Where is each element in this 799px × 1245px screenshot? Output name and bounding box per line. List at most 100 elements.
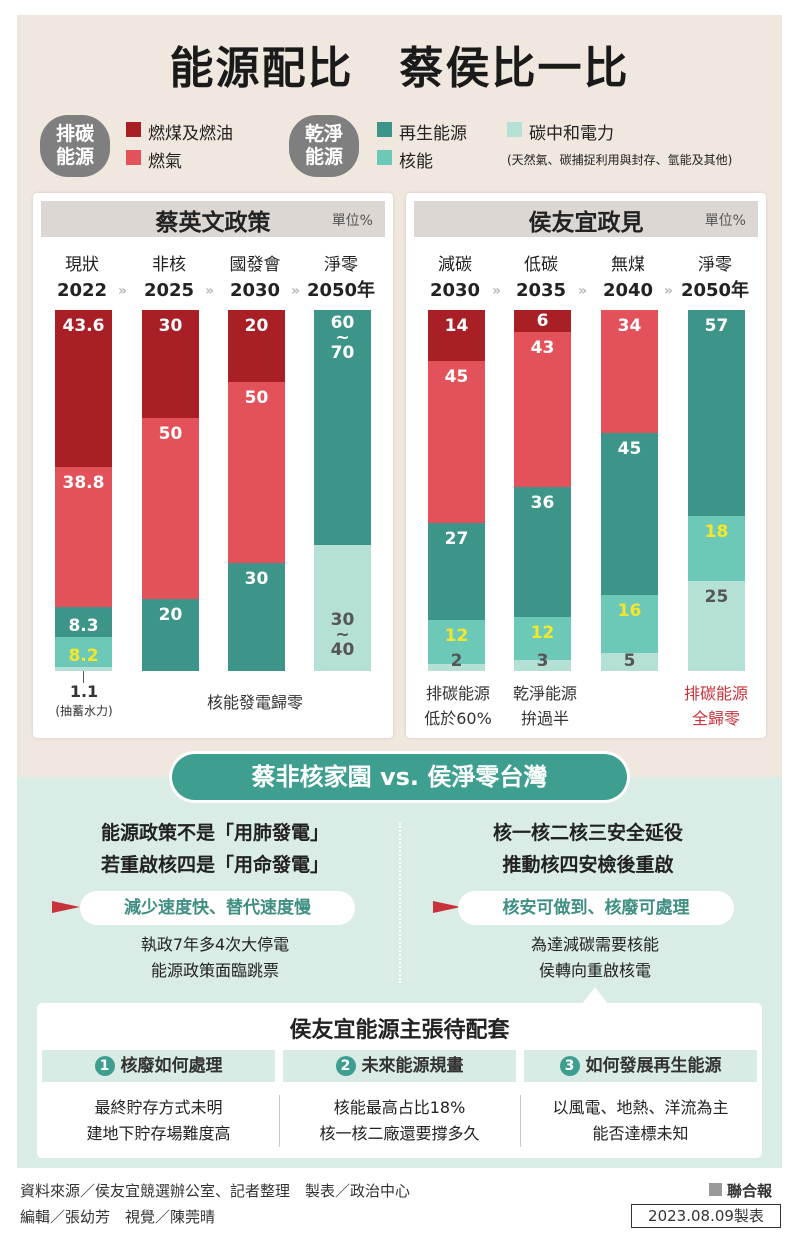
data-label: 50 xyxy=(244,388,269,409)
hou-bar-2030: 14 45 27 12 2 xyxy=(428,310,485,671)
hou-col-1-label: 減碳 2030 xyxy=(429,255,481,301)
legend-label-gas: 燃氣 xyxy=(148,152,182,172)
tsai-bar-2030: 20 50 30 xyxy=(228,310,285,671)
data-label: 36 xyxy=(530,492,555,513)
flag-icon xyxy=(52,901,80,913)
pending-item-2-label: 未來能源規畫 xyxy=(361,1056,464,1076)
data-label: 43 xyxy=(530,337,555,358)
bar-segment xyxy=(688,515,745,581)
bar-segment xyxy=(142,310,199,419)
data-label: 25 xyxy=(704,586,729,607)
tsai-bar-2050: 60 ~ 70 30 ~ 40 xyxy=(314,310,371,671)
hou-col-4-label: 淨零 2050年 xyxy=(680,255,750,301)
footer-date: 2023.08.09製表 xyxy=(631,1204,781,1228)
data-label: 6 xyxy=(536,310,549,331)
tsai-bottom-note: 核能發電歸零 xyxy=(206,693,303,712)
pending-item-2-body: 核能最高占比18% 核一核二廠還要撐多久 xyxy=(319,1098,480,1143)
hou-unit: 單位% xyxy=(704,213,746,229)
bar-segment xyxy=(688,580,745,671)
arrow-icon: » xyxy=(291,283,301,299)
bar-segment xyxy=(601,432,658,596)
bar-segment xyxy=(514,486,571,617)
number-3-icon: 3 xyxy=(559,1056,580,1076)
bar-segment xyxy=(314,544,371,671)
footer-editors: 編輯／張幼芳 視覺／陳莞晴 xyxy=(20,1208,216,1226)
bar-segment xyxy=(55,637,112,668)
pending-box: 侯友宜能源主張待配套 1 核廢如何處理 2 未來能源規畫 3 如何發展再生能源 最終貯… xyxy=(37,1003,762,1158)
arrow-icon: » xyxy=(205,283,215,299)
pending-item-1-label: 核廢如何處理 xyxy=(120,1056,223,1076)
data-label: 16 xyxy=(617,601,642,622)
bar-segment xyxy=(428,663,485,671)
tsai-tag: 減少速度快、替代速度慢 xyxy=(80,891,355,925)
bar-segment xyxy=(55,607,112,638)
tsai-panel-header: 蔡英文政策 單位% xyxy=(41,201,385,237)
hou-panel-title: 侯友宜政見 xyxy=(528,210,644,236)
publisher-mark-icon xyxy=(709,1183,722,1196)
data-label: 50 xyxy=(158,424,183,445)
hou-bar-2040: 34 45 16 5 xyxy=(601,310,658,671)
data-label: 43.6 xyxy=(62,316,105,336)
hou-panel-header: 侯友宜政見 單位% xyxy=(414,201,758,237)
bar-segment xyxy=(428,620,485,664)
legend-label-renewable: 再生能源 xyxy=(399,124,467,144)
flag-icon xyxy=(433,901,461,913)
comparison-banner: 蔡非核家園 vs. 侯淨零台灣 xyxy=(172,754,627,800)
bar-segment xyxy=(688,310,745,516)
tsai-unit: 單位% xyxy=(331,213,373,229)
data-label: 60 ~ 70 xyxy=(330,313,355,363)
callout-pointer xyxy=(582,987,608,1004)
number-1-icon: 1 xyxy=(94,1056,115,1076)
pending-item-1-body: 最終貯存方式未明 建地下貯存場難度高 xyxy=(86,1098,231,1143)
bar-segment xyxy=(228,562,285,671)
pending-item-2-header: 2 未來能源規畫 xyxy=(283,1050,516,1082)
hou-bar-2050: 57 18 25 xyxy=(688,310,745,671)
hou-bar-2035: 6 43 36 12 3 xyxy=(514,310,571,671)
pending-title: 侯友宜能源主張待配套 xyxy=(289,1018,510,1043)
divider xyxy=(520,1095,521,1147)
data-label: 34 xyxy=(617,316,642,336)
legend-swatch-coal xyxy=(126,122,141,137)
legend-label-carbon-neutral: 碳中和電力 xyxy=(529,124,614,144)
legend-carbon-group: 排碳 能源 xyxy=(40,115,110,177)
bar-segment xyxy=(55,310,112,468)
hou-detail: 為達減碳需要核能 侯轉向重啟核電 xyxy=(530,935,659,980)
data-label: 3 xyxy=(536,651,549,671)
data-label: 30 ~ 40 xyxy=(330,610,355,660)
legend-swatch-renewable xyxy=(377,122,392,137)
tsai-small-value: 1.1 xyxy=(69,682,99,701)
legend-swatch-carbon-neutral xyxy=(507,122,522,137)
hou-note-2: 乾淨能源 拚過半 xyxy=(512,684,577,728)
data-label: 8.2 xyxy=(68,646,99,667)
data-label: 12 xyxy=(530,622,555,643)
bar-segment xyxy=(314,310,371,545)
hou-headline: 核一核二核三安全延役 推動核四安檢後重啟 xyxy=(492,822,683,876)
bar-segment xyxy=(601,652,658,671)
data-label: 20 xyxy=(244,316,269,336)
bar-segment xyxy=(601,310,658,433)
legend-clean-group: 乾淨 能源 xyxy=(289,115,359,177)
data-label: 14 xyxy=(444,316,469,336)
data-label: 30 xyxy=(244,568,269,589)
page-title: 能源配比 蔡侯比一比 xyxy=(169,43,630,94)
bar-segment xyxy=(142,598,199,671)
pending-item-3-header: 3 如何發展再生能源 xyxy=(524,1050,757,1082)
bar-segment xyxy=(514,310,571,332)
hou-col-2-label: 低碳 2035 xyxy=(515,255,567,301)
bar-segment xyxy=(514,331,571,487)
data-label: 8.3 xyxy=(68,616,99,637)
divider xyxy=(279,1095,280,1147)
bar-segment xyxy=(142,418,199,599)
tsai-detail: 執政7年多4次大停電 能源政策面臨跳票 xyxy=(140,935,290,980)
tsai-col-2-label: 非核 2025 xyxy=(143,255,195,301)
data-label: 45 xyxy=(617,438,642,459)
data-label: 57 xyxy=(704,316,729,336)
data-label: 45 xyxy=(444,366,469,387)
arrow-icon: » xyxy=(664,283,674,299)
tsai-panel-title: 蔡英文政策 xyxy=(155,210,271,236)
data-label: 30 xyxy=(158,316,183,336)
tsai-small-note: (抽蓄水力) xyxy=(55,704,113,718)
bar-segment xyxy=(514,616,571,661)
data-label: 38.8 xyxy=(62,473,105,494)
divider xyxy=(399,823,401,983)
